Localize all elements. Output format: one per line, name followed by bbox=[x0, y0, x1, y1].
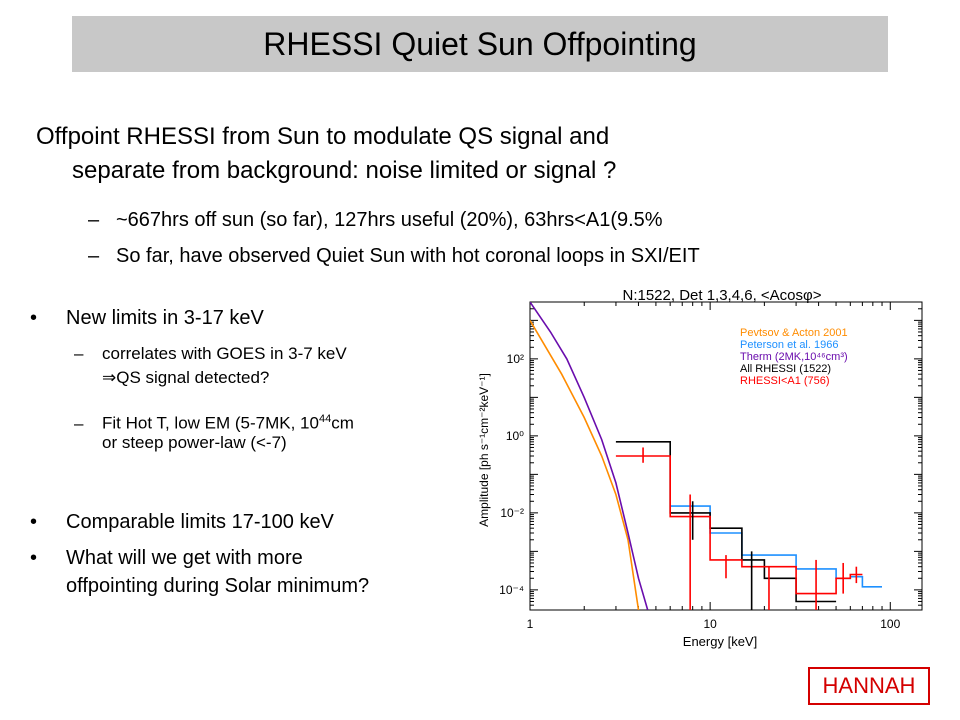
intro-line-1: Offpoint RHESSI from Sun to modulate QS … bbox=[36, 123, 610, 150]
author-tag: HANNAH bbox=[808, 667, 930, 705]
bullet-text: What will we get with more bbox=[66, 547, 303, 569]
bullet-solar-minimum-cont: offpointing during Solar minimum? bbox=[66, 573, 470, 599]
bullet-new-limits: • New limits in 3-17 keV bbox=[30, 305, 264, 331]
bullet-comparable-limits: • Comparable limits 17-100 keV bbox=[30, 509, 334, 535]
dash-marker: – bbox=[88, 245, 100, 267]
y-tick-label: 10⁻⁴ bbox=[499, 583, 524, 597]
legend-entry: Therm (2MK,10⁴⁶cm³) bbox=[740, 351, 848, 363]
bullet-dot: • bbox=[30, 547, 38, 569]
bullet-text: New limits in 3-17 keV bbox=[66, 307, 264, 329]
y-tick-label: 10² bbox=[507, 352, 524, 366]
dash-marker: – bbox=[74, 344, 84, 363]
y-axis-label: Amplitude [ph s⁻¹cm⁻²keV⁻¹] bbox=[477, 373, 491, 527]
x-tick-label: 1 bbox=[527, 617, 534, 631]
legend-entry: RHESSI<A1 (756) bbox=[740, 375, 830, 387]
dash-marker: – bbox=[88, 209, 100, 231]
chart-title: N:1522, Det 1,3,4,6, <Acosφ> bbox=[622, 287, 821, 304]
bullet-dot: • bbox=[30, 511, 38, 533]
spectrum-chart: N:1522, Det 1,3,4,6, <Acosφ> 1 10 100 10² 10… bbox=[470, 280, 930, 660]
sub-bullet-hours: – ~667hrs off sun (so far), 127hrs useful… bbox=[88, 207, 663, 233]
slide-title: RHESSI Quiet Sun Offpointing bbox=[263, 25, 697, 62]
chart-background bbox=[470, 280, 930, 660]
sub-bullet-text: So far, have observed Quiet Sun with hot… bbox=[116, 245, 700, 267]
sub-bullet-observed: – So far, have observed Quiet Sun with ho… bbox=[88, 243, 700, 269]
bullet-solar-minimum: • What will we get with more bbox=[30, 545, 303, 571]
legend-entry: Peterson et al. 1966 bbox=[740, 339, 838, 351]
sub-bullet-text: Fit Hot T, low EM (5-7MK, 10 bbox=[102, 413, 319, 433]
y-tick-label: 10⁻² bbox=[500, 506, 524, 520]
sub-bullet-text: QS signal detected? bbox=[116, 368, 270, 387]
sub-bullet-fit: – Fit Hot T, low EM (5-7MK, 1044cm bbox=[74, 408, 470, 435]
intro-line-2: separate from background: noise limited … bbox=[72, 157, 617, 184]
legend-entry: All RHESSI (1522) bbox=[740, 363, 831, 375]
implies-symbol: ⇒ bbox=[102, 368, 117, 387]
y-tick-label: 10⁰ bbox=[506, 429, 524, 443]
dash-marker: – bbox=[74, 413, 84, 433]
author-name: HANNAH bbox=[822, 673, 916, 698]
axis-ticks: 1 10 100 10² 10⁰ 10⁻² 10⁻⁴ bbox=[499, 301, 922, 631]
title-banner: RHESSI Quiet Sun Offpointing bbox=[72, 16, 888, 72]
bullet-text: offpointing during Solar minimum? bbox=[66, 575, 370, 597]
sub-bullet-qs-detected: ⇒QS signal detected? bbox=[102, 367, 269, 389]
plot-area bbox=[530, 302, 882, 610]
sub-bullet-text: correlates with GOES in 3-7 keV bbox=[102, 344, 347, 363]
x-axis-label: Energy [keV] bbox=[683, 634, 757, 649]
series-layer bbox=[530, 302, 882, 610]
series-line-3 bbox=[530, 302, 649, 610]
x-tick-label: 10 bbox=[703, 617, 717, 631]
series-line-1 bbox=[530, 319, 640, 610]
x-tick-label: 100 bbox=[880, 617, 900, 631]
sub-bullet-powerlaw: or steep power-law (<-7) bbox=[102, 432, 287, 454]
bullet-text: Comparable limits 17-100 keV bbox=[66, 511, 334, 533]
intro-text: Offpoint RHESSI from Sun to modulate QS … bbox=[36, 120, 916, 188]
sub-bullet-goes: – correlates with GOES in 3-7 keV bbox=[74, 343, 347, 365]
exponent: 44 bbox=[318, 413, 332, 425]
sub-bullet-text: or steep power-law (<-7) bbox=[102, 433, 287, 452]
bullet-dot: • bbox=[30, 307, 38, 329]
sub-bullet-text: ~667hrs off sun (so far), 127hrs useful … bbox=[116, 209, 663, 231]
sub-bullet-text-cont: cm bbox=[331, 413, 354, 433]
legend-entry: Pevtsov & Acton 2001 bbox=[740, 327, 848, 339]
